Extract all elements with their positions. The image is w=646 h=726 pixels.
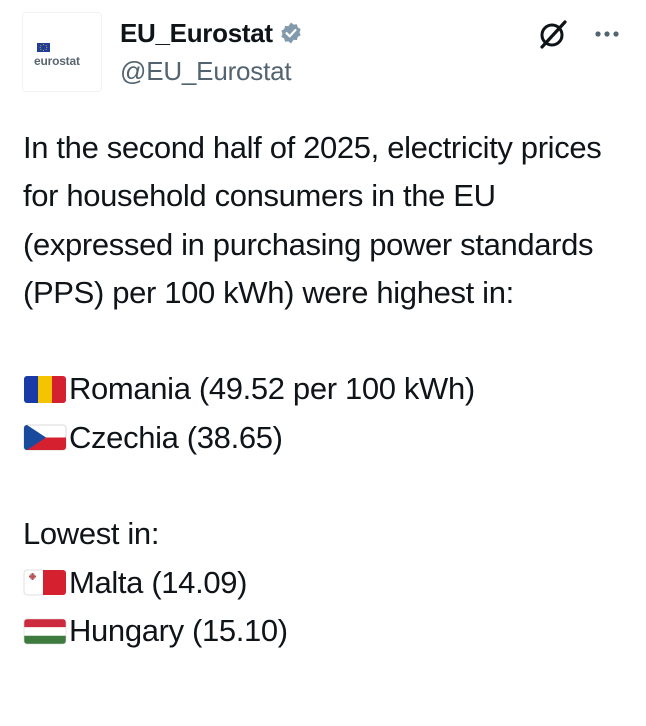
avatar-logo-text: eurostat bbox=[34, 54, 80, 68]
lowest-country-2: Hungary (15.10) bbox=[69, 612, 288, 648]
author-display-name[interactable]: EU_Eurostat bbox=[120, 17, 273, 48]
eu-flag-icon bbox=[37, 43, 50, 52]
list-item-highest-2: Czechia (38.65) bbox=[23, 414, 633, 462]
lowest-heading: Lowest in: bbox=[23, 516, 160, 552]
lowest-heading-row: Lowest in: bbox=[23, 510, 633, 558]
tweet-intro: In the second half of 2025, electricity … bbox=[23, 130, 610, 310]
list-item-lowest-1: Malta (14.09) bbox=[23, 559, 633, 607]
list-item-lowest-2: Hungary (15.10) bbox=[23, 607, 633, 655]
tweet-text: In the second half of 2025, electricity … bbox=[23, 124, 633, 655]
more-options-icon[interactable] bbox=[592, 24, 624, 44]
czechia-flag-icon bbox=[23, 422, 67, 453]
avatar[interactable]: eurostat bbox=[22, 12, 102, 92]
verified-badge-icon[interactable] bbox=[279, 21, 303, 45]
grok-icon[interactable] bbox=[536, 17, 570, 51]
paragraph-gap bbox=[23, 317, 633, 365]
hungary-flag-icon bbox=[23, 616, 67, 647]
author-name-row: EU_Eurostat bbox=[120, 16, 303, 50]
malta-flag-icon bbox=[23, 567, 67, 598]
highest-country-2: Czechia (38.65) bbox=[69, 419, 283, 455]
romania-flag-icon bbox=[23, 374, 67, 405]
list-item-highest-1: Romania (49.52 per 100 kWh) bbox=[23, 365, 633, 413]
author-handle[interactable]: @EU_Eurostat bbox=[120, 56, 292, 86]
paragraph-gap bbox=[23, 462, 633, 510]
highest-country-1: Romania (49.52 per 100 kWh) bbox=[69, 371, 475, 407]
lowest-country-1: Malta (14.09) bbox=[69, 564, 248, 600]
